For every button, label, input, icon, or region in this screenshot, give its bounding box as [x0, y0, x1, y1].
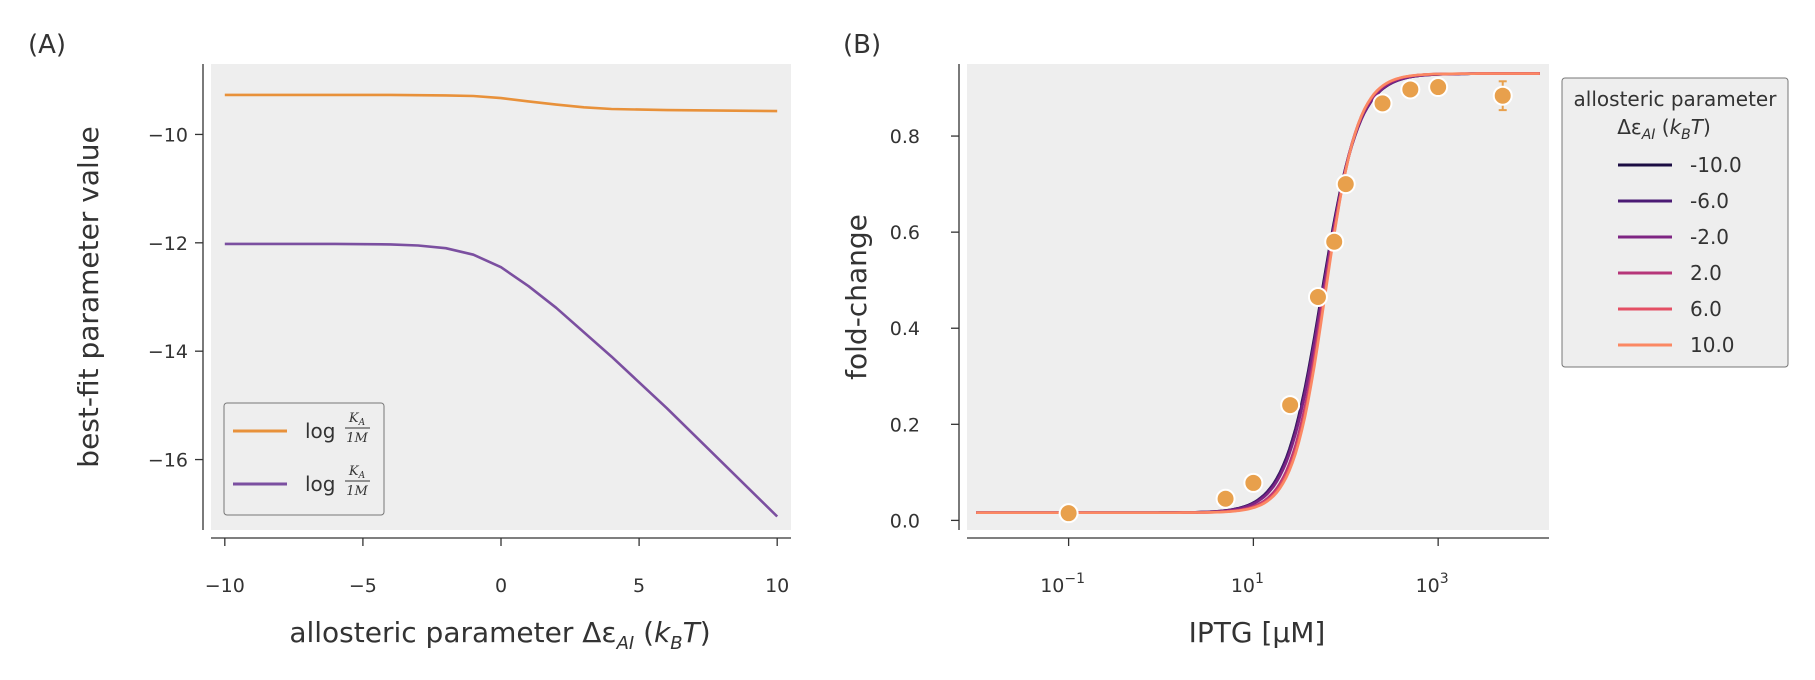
- panel-b-legend-subtitle: ΔεAI (kBT): [1617, 115, 1711, 143]
- legend-label-4: 6.0: [1690, 297, 1722, 321]
- y-tick-label: −16: [148, 450, 188, 472]
- legend-label-log-ka-den: 1M: [346, 431, 368, 446]
- x-tick-label: −5: [349, 575, 377, 597]
- panel-a-x-label: allosteric parameter ΔεAI (kBT): [289, 616, 710, 654]
- x-tick-label: −10: [205, 575, 245, 597]
- panel-b-plot-area: [967, 64, 1549, 530]
- legend-label-log-ka-num: KA: [348, 411, 366, 428]
- data-point: [1307, 287, 1328, 307]
- x-tick-label: 10: [765, 575, 789, 597]
- panel-b-x-label: IPTG [μM]: [1189, 616, 1326, 649]
- x-tick-label: 10−1: [1040, 571, 1085, 597]
- legend-label-5: 10.0: [1690, 333, 1735, 357]
- series-line-1: [224, 242, 779, 518]
- data-point: [1428, 77, 1449, 98]
- y-tick-label: −10: [148, 124, 188, 146]
- panel-a-x-ticks: −10 −5 0 5 10: [205, 538, 789, 597]
- y-tick-label: −14: [148, 341, 188, 363]
- panel-b-legend: allosteric parameter ΔεAI (kBT) -10.0 -6.…: [1561, 77, 1789, 368]
- legend-label-log-ki-num: KA: [348, 464, 366, 481]
- legend-label-1: -6.0: [1690, 189, 1729, 213]
- panel-a-y-label: best-fit parameter value: [72, 126, 105, 467]
- x-tick-label: 0: [495, 575, 507, 597]
- panel-b-y-label: fold-change: [840, 214, 873, 380]
- panel-b-label: (B): [843, 30, 881, 60]
- panel-b-legend-title: allosteric parameter: [1574, 87, 1778, 111]
- y-tick-label: −12: [148, 233, 188, 255]
- data-point: [1324, 231, 1345, 252]
- panel-a-legend: log KA 1M log KA 1M: [223, 402, 385, 516]
- data-point: [1215, 488, 1236, 509]
- y-tick-label: 0.2: [890, 414, 920, 436]
- panel-b-y-ticks: 0.0 0.2 0.4 0.6 0.8: [890, 126, 959, 532]
- panel-a-series: [224, 93, 779, 518]
- panel-a-y-ticks: −10 −12 −14 −16: [148, 124, 203, 472]
- y-tick-label: 0.8: [890, 126, 920, 148]
- y-tick-label: 0.0: [890, 510, 920, 532]
- y-tick-label: 0.4: [890, 318, 920, 340]
- y-tick-label: 0.6: [890, 222, 920, 244]
- series-line-0: [224, 93, 778, 113]
- legend-label-3: 2.0: [1690, 261, 1722, 285]
- data-point: [1280, 395, 1301, 416]
- legend-label-log-ka-main: log: [305, 419, 336, 443]
- legend-label-log-ki-den: 1M: [346, 484, 368, 499]
- panel-a-label: (A): [28, 30, 66, 60]
- data-point: [1400, 79, 1421, 100]
- data-point: [1058, 503, 1079, 524]
- legend-label-log-ki-main: log: [305, 472, 336, 496]
- data-point: [1492, 85, 1513, 106]
- data-point: [1372, 93, 1393, 114]
- x-tick-label: 103: [1416, 571, 1449, 597]
- panel-b-x-ticks: 10−1 101 103: [1040, 538, 1449, 597]
- x-tick-label: 5: [633, 575, 645, 597]
- legend-label-0: -10.0: [1690, 153, 1742, 177]
- data-point: [1335, 174, 1356, 195]
- panel-b: (B) 10−1 101 103 0.0 0.2 0.4 0.6 0.8 fold-chan…: [840, 30, 1789, 649]
- panel-b-legend-items: -10.0 -6.0 -2.0 2.0 6.0 10.0: [1618, 153, 1742, 357]
- panel-b-legend-box: [1561, 77, 1789, 368]
- legend-label-2: -2.0: [1690, 225, 1729, 249]
- x-tick-label: 101: [1231, 571, 1264, 597]
- panel-a: (A) −10 −5 0 5 10 −10 −12 −14 −16 best-fit para…: [28, 30, 791, 654]
- data-point: [1243, 472, 1264, 493]
- panel-b-data-points: [1058, 77, 1513, 524]
